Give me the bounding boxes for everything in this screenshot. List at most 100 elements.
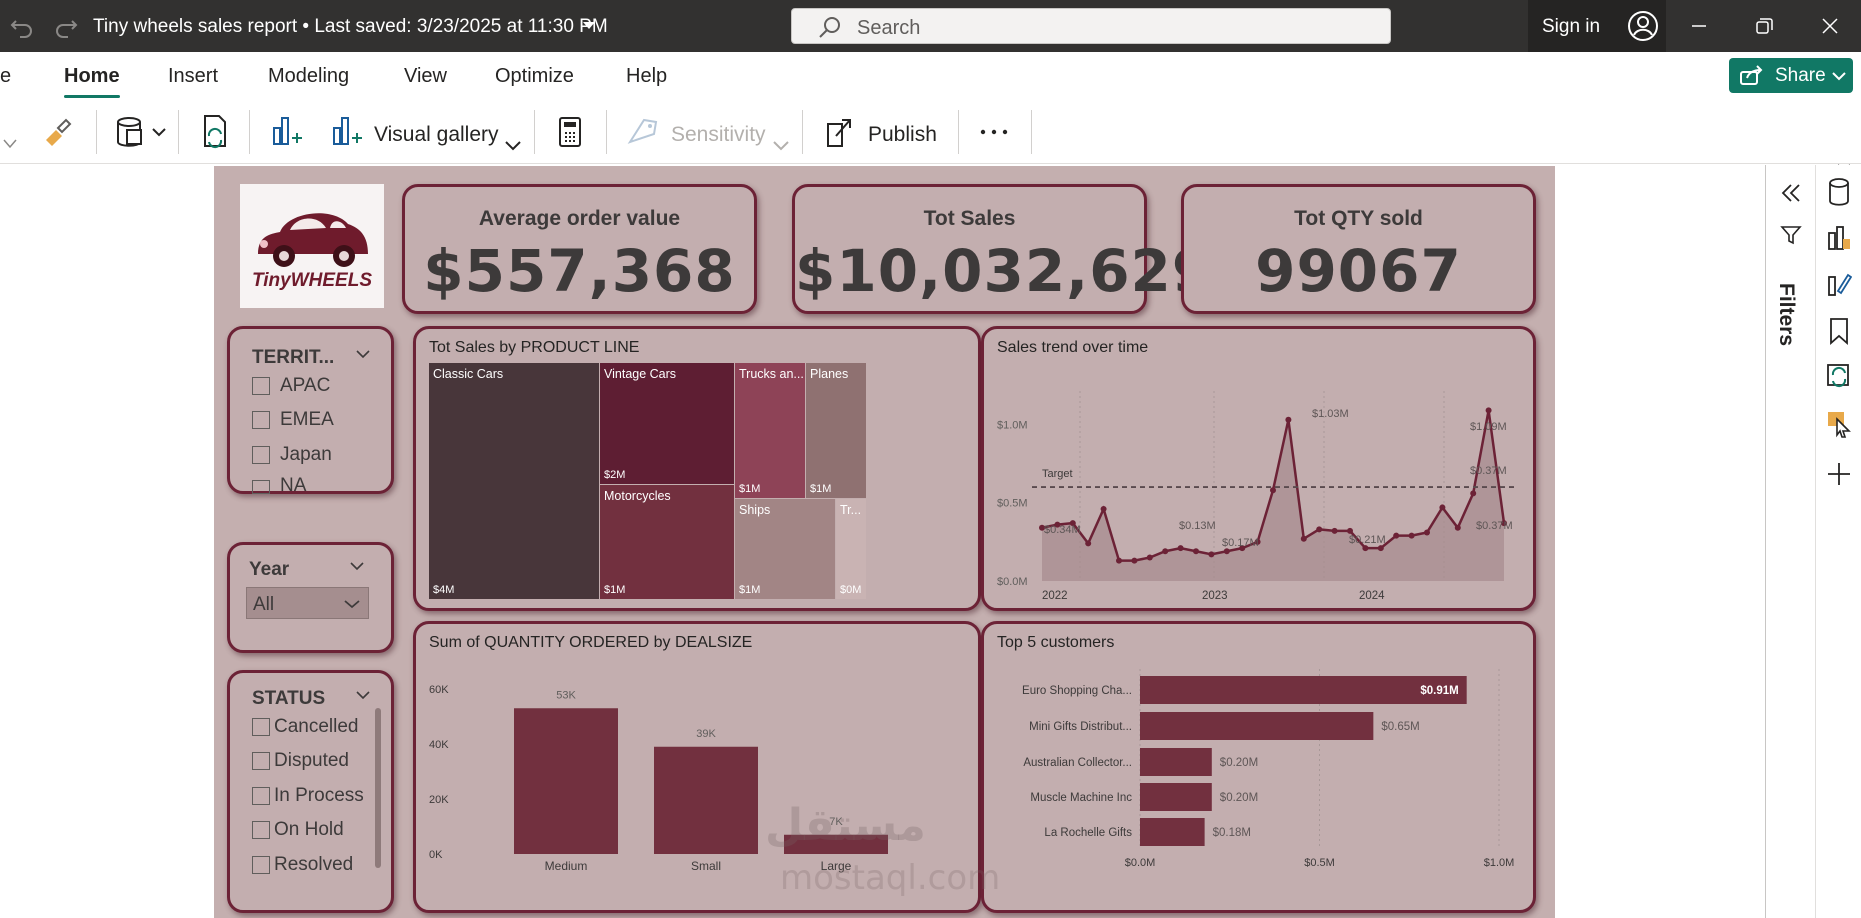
more-options-icon[interactable] (978, 112, 1010, 152)
treemap-tile[interactable]: Trucks an... $1M (735, 363, 805, 498)
close-icon[interactable] (1816, 12, 1844, 40)
treemap-tile[interactable]: Classic Cars $4M (429, 363, 599, 599)
minimize-icon[interactable] (1685, 12, 1713, 40)
visual-gallery-label[interactable]: Visual gallery (374, 123, 499, 146)
chevron-down-icon[interactable] (355, 349, 371, 359)
ribbon-tabs: e Home Insert Modeling View Optimize Hel… (0, 52, 1861, 102)
refresh-icon[interactable] (199, 112, 231, 152)
checkbox[interactable] (252, 752, 270, 770)
share-icon (1740, 65, 1763, 85)
data-label: $0.34M (1044, 524, 1081, 536)
chevron-down-icon[interactable] (355, 690, 371, 700)
tab-home[interactable]: Home (64, 65, 120, 98)
publish-label[interactable]: Publish (868, 123, 937, 146)
treemap-tile[interactable]: Ships $1M (735, 499, 835, 599)
data-label: $1.03M (1312, 408, 1349, 420)
bar (1140, 712, 1374, 740)
chevron-down-icon[interactable] (504, 126, 522, 166)
redo-icon[interactable] (52, 12, 80, 40)
tab-view[interactable]: View (404, 65, 447, 87)
checkbox[interactable] (252, 446, 270, 464)
collapse-icon[interactable] (1780, 183, 1802, 203)
visual-gallery-icon[interactable] (330, 112, 364, 152)
top-customers-card[interactable]: Top 5 customers $0.0M $0.5M $1.0M Euro Shop… (981, 621, 1536, 913)
format-painter-icon[interactable] (42, 112, 74, 152)
quantity-by-dealsize-card[interactable]: Sum of QUANTITY ORDERED by DEALSIZE 0K 20… (413, 621, 981, 913)
chevron-down-icon[interactable] (583, 22, 595, 29)
tab-modeling[interactable]: Modeling (268, 65, 350, 87)
bookmark-icon[interactable] (1828, 317, 1850, 345)
checkbox[interactable] (252, 377, 270, 395)
kpi-card-average-order[interactable]: Average order value $557,368 (402, 184, 757, 314)
year-slicer[interactable]: Year All (227, 542, 394, 653)
signin-button[interactable]: Sign in (1528, 0, 1666, 52)
publish-icon[interactable] (824, 112, 856, 152)
filter-icon[interactable] (1780, 225, 1802, 245)
tab-optimize[interactable]: Optimize (495, 65, 574, 87)
data-point (1085, 540, 1092, 547)
status-slicer[interactable]: STATUS Cancelled Disputed In Process On … (227, 670, 394, 913)
slicer-item[interactable]: NA (280, 475, 307, 496)
slicer-item[interactable]: On Hold (274, 819, 344, 840)
tab-partial[interactable]: e (0, 65, 12, 87)
visualizations-icon[interactable] (1826, 223, 1852, 253)
sync-slicers-icon[interactable] (1825, 361, 1853, 391)
search-input[interactable]: Search (791, 8, 1391, 44)
get-data-icon[interactable] (113, 112, 169, 152)
selection-icon[interactable] (1825, 409, 1853, 439)
tab-insert[interactable]: Insert (168, 65, 219, 87)
slicer-item[interactable]: In Process (274, 785, 364, 806)
checkbox[interactable] (252, 718, 270, 736)
x-tick-label: $0.0M (1125, 857, 1156, 869)
data-point (1223, 548, 1230, 555)
share-button[interactable]: Share (1729, 58, 1853, 93)
treemap-card[interactable]: Tot Sales by PRODUCT LINE Classic Cars $4… (413, 326, 981, 611)
tab-help[interactable]: Help (626, 65, 668, 87)
kpi-card-tot-qty[interactable]: Tot QTY sold 99067 (1181, 184, 1536, 314)
slicer-item[interactable]: APAC (280, 375, 331, 396)
checkbox[interactable] (252, 821, 270, 839)
data-point (1393, 532, 1400, 539)
x-tick-label: $0.5M (1304, 857, 1335, 869)
kpi-label: Tot Sales (923, 207, 1016, 230)
calculator-icon[interactable] (556, 112, 584, 152)
add-pane-icon[interactable] (1826, 461, 1852, 487)
bar (1140, 676, 1467, 704)
chevron-down-icon[interactable] (2, 124, 18, 164)
restore-icon[interactable] (1750, 12, 1778, 40)
y-tick-label: 40K (429, 739, 449, 751)
y-tick-label: Muscle Machine Inc (1030, 792, 1132, 804)
slicer-item[interactable]: EMEA (280, 409, 334, 430)
data-label: $0.17M (1222, 537, 1259, 549)
treemap-tile[interactable]: Vintage Cars $2M (600, 363, 734, 484)
treemap-tile[interactable]: Motorcycles $1M (600, 485, 734, 599)
slicer-item[interactable]: Disputed (274, 750, 349, 771)
checkbox[interactable] (252, 480, 270, 494)
treemap-tile[interactable]: Planes $1M (806, 363, 866, 498)
treemap-tile[interactable]: Tr... $0M (836, 499, 866, 599)
checkbox[interactable] (252, 787, 270, 805)
scrollbar[interactable] (375, 708, 381, 868)
slicer-item[interactable]: Japan (280, 444, 332, 465)
kpi-card-tot-sales[interactable]: Tot Sales $10,032,629 (792, 184, 1214, 314)
data-point (1470, 490, 1477, 497)
format-icon[interactable] (1826, 269, 1852, 299)
kpi-value: $10,032,629 (795, 237, 1214, 305)
checkbox[interactable] (252, 856, 270, 874)
checkbox[interactable] (252, 411, 270, 429)
filters-pane[interactable]: Filters (1765, 165, 1815, 918)
filters-label[interactable]: Filters (1775, 283, 1798, 347)
year-dropdown[interactable]: All (246, 587, 369, 619)
chevron-down-icon[interactable] (349, 561, 365, 571)
document-title[interactable]: Tiny wheels sales report • Last saved: 3… (93, 16, 608, 37)
slicer-item[interactable]: Cancelled (274, 716, 359, 737)
slicer-item[interactable]: Resolved (274, 854, 354, 875)
sales-trend-card[interactable]: Sales trend over time $0.0M $0.5M $1.0M Tar… (981, 326, 1536, 611)
data-label: $0.37M (1476, 520, 1513, 532)
territory-slicer[interactable]: TERRIT... APAC EMEA Japan NA (227, 326, 394, 496)
data-point (1285, 416, 1292, 423)
data-pane-icon[interactable] (1826, 177, 1852, 207)
car-logo-icon (258, 213, 368, 267)
undo-icon[interactable] (8, 12, 36, 40)
new-visual-icon[interactable] (270, 112, 304, 152)
